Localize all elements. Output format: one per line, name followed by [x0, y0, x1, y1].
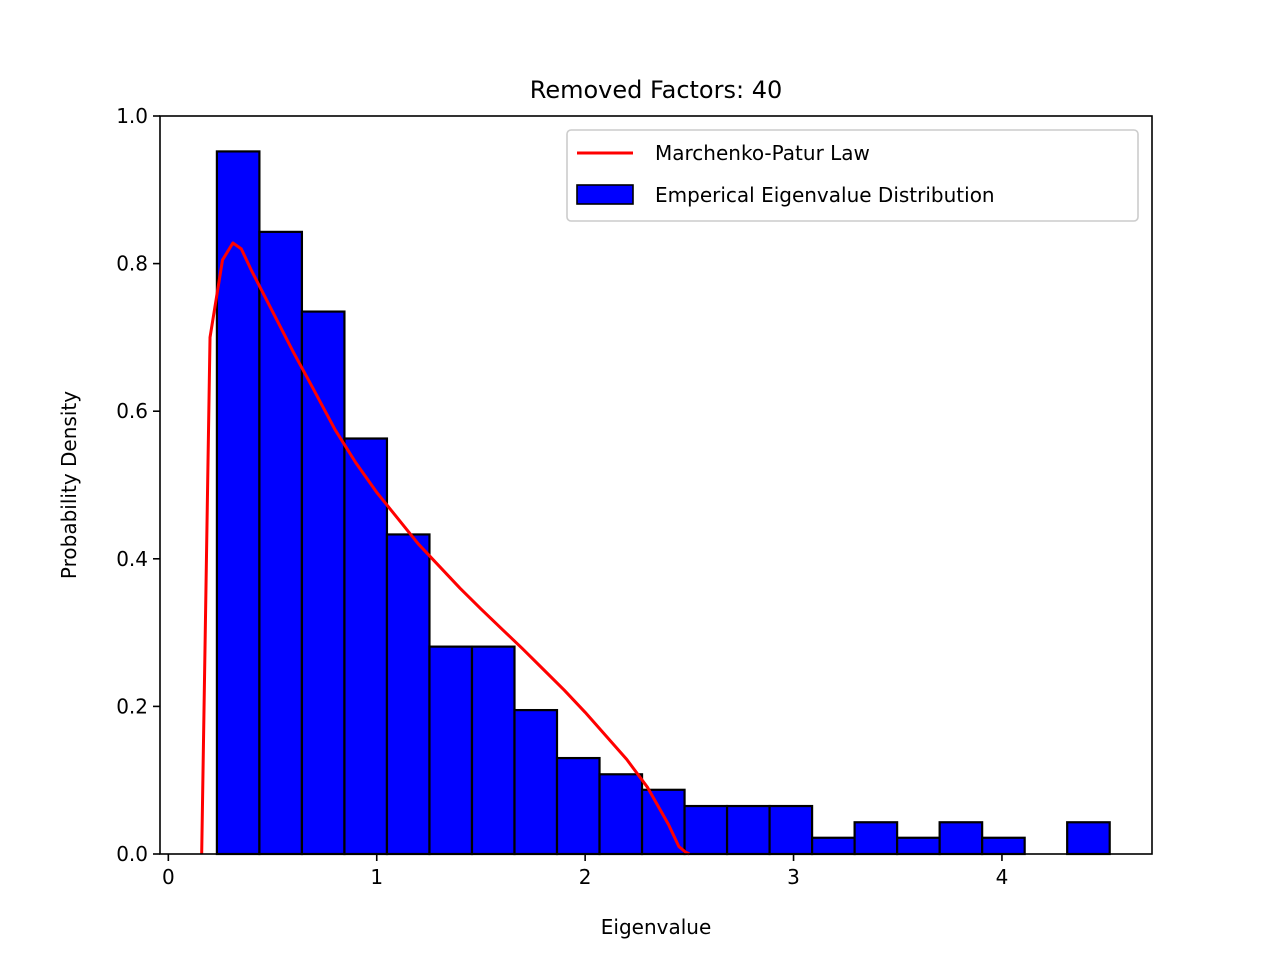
legend-bar-swatch: [576, 184, 634, 205]
curve-layer: [200, 241, 691, 856]
histogram-bar-18: [981, 836, 1026, 856]
plot-frame: [159, 115, 1153, 855]
histogram-bar-4: [385, 533, 431, 856]
y-tick-label-0: 0.0: [116, 842, 148, 866]
legend-label-curve: Marchenko-Patur Law: [655, 141, 870, 165]
y-tick-label-2: 0.4: [116, 547, 148, 571]
x-axis-label: Eigenvalue: [601, 915, 712, 939]
histogram-bar-5: [428, 645, 474, 856]
x-tick-label-0: 0: [162, 865, 175, 889]
histogram-bar-17: [938, 821, 984, 856]
legend: Marchenko-Patur Law Emperical Eigenvalue…: [566, 129, 1139, 222]
histogram-bar-6: [470, 645, 516, 856]
histogram-bar-1: [258, 230, 304, 856]
x-tick-label-3: 3: [787, 865, 800, 889]
x-tick-label-4: 4: [996, 865, 1009, 889]
histogram-bars: [215, 150, 1111, 856]
y-tick-label-5: 1.0: [116, 104, 148, 128]
y-tick-label-3: 0.6: [116, 399, 148, 423]
histogram-bar-0: [215, 150, 261, 856]
legend-label-bars: Emperical Eigenvalue Distribution: [655, 183, 995, 207]
y-axis-label: Probability Density: [57, 391, 81, 579]
x-tick-label-2: 2: [579, 865, 592, 889]
histogram-bar-11: [683, 804, 729, 856]
histogram-bar-8: [555, 756, 601, 856]
histogram-bar-20: [1066, 821, 1111, 856]
marchenko-pastur-curve: [200, 241, 691, 856]
histogram-bar-12: [725, 804, 771, 856]
x-tick-label-1: 1: [370, 865, 383, 889]
x-axis-ticks: 0 1 2 3 4: [162, 854, 1008, 889]
chart-title: Removed Factors: 40: [530, 76, 782, 104]
y-tick-label-4: 0.8: [116, 252, 148, 276]
legend-box: [566, 129, 1139, 222]
histogram-bar-2: [300, 310, 346, 856]
y-tick-label-1: 0.2: [116, 694, 148, 718]
histogram-bar-7: [513, 708, 559, 856]
histogram-bar-13: [768, 804, 814, 856]
histogram-bar-15: [853, 821, 899, 856]
histogram-bar-3: [343, 437, 389, 856]
histogram-bar-14: [810, 836, 856, 856]
histogram-bar-9: [598, 773, 644, 856]
histogram-bar-16: [896, 836, 941, 856]
y-axis-ticks: 0.0 0.2 0.4 0.6 0.8 1.0: [116, 104, 160, 866]
